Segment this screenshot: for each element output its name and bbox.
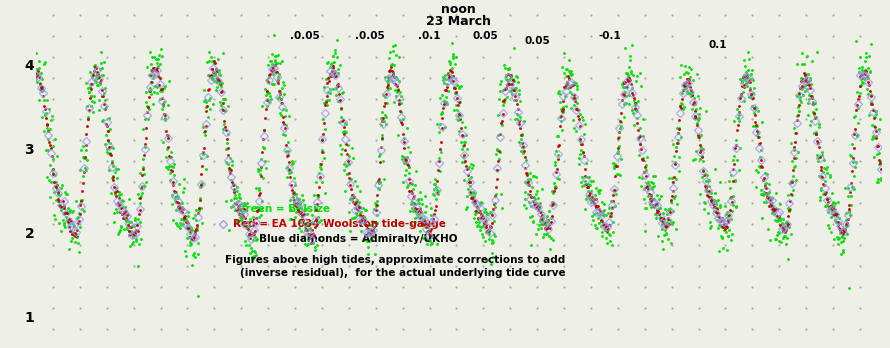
Text: .Green = Belsize: .Green = Belsize [232, 204, 329, 214]
Text: .0.1: .0.1 [418, 31, 441, 41]
Text: 23 March: 23 March [425, 15, 491, 28]
Text: 0.05: 0.05 [473, 31, 498, 41]
Text: Figures above high tides, approximate corrections to add: Figures above high tides, approximate co… [225, 254, 565, 264]
Text: (inverse residual),  for the actual underlying tide curve: (inverse residual), for the actual under… [240, 268, 566, 278]
Text: 0.1: 0.1 [708, 40, 727, 50]
Text: 0.05: 0.05 [524, 35, 550, 46]
Text: Blue diamonds = Admiralty/UKHO: Blue diamonds = Admiralty/UKHO [260, 235, 458, 244]
Text: -0.1: -0.1 [599, 31, 621, 41]
Text: Red = EA 1034 Woolston tide-gauge: Red = EA 1034 Woolston tide-gauge [232, 219, 445, 229]
Text: .0.05: .0.05 [290, 31, 320, 41]
Text: .0.05: .0.05 [355, 31, 384, 41]
Text: noon: noon [441, 3, 476, 16]
